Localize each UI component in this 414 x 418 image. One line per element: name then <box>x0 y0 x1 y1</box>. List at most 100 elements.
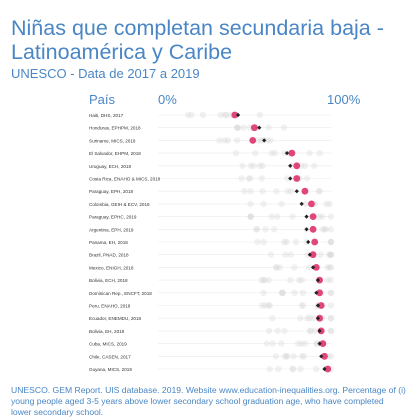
background-dot <box>217 111 224 119</box>
row-lines <box>158 114 331 370</box>
background-dot <box>260 289 267 296</box>
background-dot <box>199 111 207 119</box>
category-label: Colombia, GEIH & ECV, 2018 <box>89 202 150 207</box>
background-dot <box>319 226 327 233</box>
background-dot <box>232 149 240 157</box>
background-dot <box>296 276 303 284</box>
background-dot <box>275 365 282 373</box>
background-dot <box>269 340 276 347</box>
highlight-dot <box>288 149 296 157</box>
background-dot <box>238 175 245 182</box>
background-dot <box>279 289 287 296</box>
background-dot <box>247 213 254 220</box>
background-dot <box>272 264 280 271</box>
background-dot <box>304 315 311 322</box>
category-label: Uruguay, ECH, 2018 <box>89 164 131 169</box>
background-dot <box>254 238 261 246</box>
background-dot <box>223 111 230 119</box>
highlight-dot <box>324 365 332 373</box>
background-dot <box>326 200 333 208</box>
category-label: Honduras, EPHPM, 2018 <box>89 126 141 131</box>
category-label: Suriname, MICS, 2018 <box>89 138 136 143</box>
background-dot <box>327 353 335 360</box>
background-dot <box>299 302 307 309</box>
background-dot <box>281 327 288 335</box>
background-dot <box>304 251 311 258</box>
category-label: Cuba, MICS, 2019 <box>89 342 127 347</box>
background-dot <box>256 162 264 169</box>
background-dot <box>325 251 333 258</box>
background-dot <box>291 289 298 296</box>
diamond-marker <box>262 138 267 143</box>
background-dot <box>287 276 294 284</box>
background-dot <box>247 213 254 220</box>
background-dot <box>291 264 298 271</box>
background-dot <box>233 124 241 131</box>
background-dot <box>318 213 326 220</box>
background-dot <box>221 111 229 119</box>
diamond-marker <box>314 290 319 295</box>
background-dot <box>266 302 274 309</box>
background-dot <box>327 226 335 233</box>
background-dot <box>234 124 241 131</box>
diamond-marker <box>317 328 322 333</box>
background-dot <box>289 213 296 220</box>
background-dot <box>294 340 302 347</box>
highlight-dot <box>312 264 320 271</box>
background-dot <box>289 365 296 373</box>
category-header: País <box>89 92 116 107</box>
diamond-marker <box>322 366 327 372</box>
background-dot <box>266 365 273 373</box>
category-label: Haiti, DHS, 2017 <box>89 113 124 118</box>
background-dot <box>327 315 335 322</box>
background-dot <box>270 226 278 233</box>
background-dot <box>327 302 335 309</box>
category-label: Guyana, MICS, 2019 <box>89 367 132 372</box>
background-dot <box>273 264 280 271</box>
category-label: El Salvador, EHPM, 2018 <box>89 151 141 156</box>
highlight-dot <box>319 340 327 347</box>
background-dot <box>247 213 255 220</box>
background-dot <box>258 175 266 182</box>
background-dot <box>246 175 254 182</box>
background-dot <box>260 276 267 284</box>
category-label: Panama, EH, 2018 <box>89 240 128 245</box>
background-dot <box>282 251 289 258</box>
background-dot <box>278 289 286 296</box>
background-dot <box>327 213 335 220</box>
background-dot <box>278 200 285 208</box>
background-dot <box>287 251 295 258</box>
background-dot <box>274 327 281 335</box>
background-dot <box>327 289 335 296</box>
background-dot <box>324 264 331 271</box>
background-dot <box>301 162 309 169</box>
background-dot <box>260 200 267 208</box>
background-dot <box>265 124 272 131</box>
background-dot <box>306 327 314 335</box>
category-label: Mexico, ENIGH, 2018 <box>89 265 134 270</box>
category-label: Costa Rica, ENAHO & MICS, 2018 <box>89 177 161 182</box>
highlight-dot <box>317 302 325 309</box>
background-dot <box>284 188 291 195</box>
background-dot <box>263 340 271 347</box>
background-dot <box>299 289 307 296</box>
category-label: Argentina, EPH, 2019 <box>89 227 134 232</box>
background-dot <box>327 276 335 284</box>
source-note: UNESCO. GEM Report. UIS database. 2019. … <box>11 385 406 417</box>
background-dot <box>269 315 276 322</box>
background-dot <box>327 327 335 335</box>
background-dot <box>253 226 261 233</box>
diamond-marker <box>317 341 322 346</box>
background-dot <box>306 315 313 322</box>
background-dot <box>255 137 262 144</box>
highlight-dot <box>309 225 317 233</box>
background-dot <box>307 327 314 335</box>
background-dot <box>322 226 329 233</box>
diamond-marker <box>315 303 321 308</box>
background-dot <box>224 137 232 144</box>
category-label: Paraguay, EPHC, 2019 <box>89 215 137 220</box>
background-dot <box>259 162 266 169</box>
background-dot <box>245 175 253 182</box>
category-label: Paraguay, EPH, 2018 <box>89 189 134 194</box>
background-dot <box>274 213 281 220</box>
